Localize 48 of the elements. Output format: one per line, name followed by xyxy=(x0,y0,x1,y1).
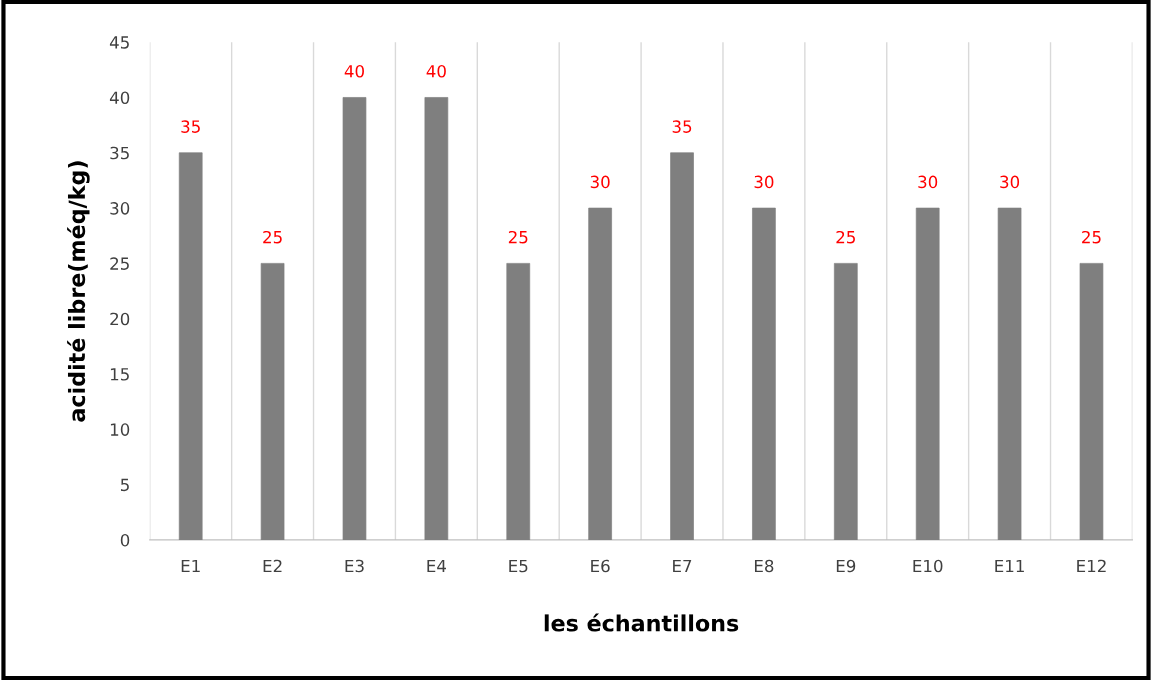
x-tick-label: E4 xyxy=(427,559,446,573)
x-tick-label: E10 xyxy=(913,559,943,573)
y-tick-label: 5 xyxy=(121,478,129,492)
data-label: 25 xyxy=(508,230,528,244)
bar xyxy=(1079,263,1104,540)
y-axis-title: acidité libre(méq/kg) xyxy=(67,161,90,422)
data-label: 30 xyxy=(918,175,938,189)
x-tick-label: E1 xyxy=(181,559,200,573)
bar xyxy=(424,97,449,540)
data-label: 25 xyxy=(263,230,282,244)
x-tick-label: E9 xyxy=(836,559,856,573)
x-tick-label: E2 xyxy=(263,559,282,573)
bar xyxy=(342,97,367,540)
data-label: 40 xyxy=(344,64,364,78)
data-label: 30 xyxy=(590,175,610,189)
y-tick-label: 25 xyxy=(110,257,129,270)
bar xyxy=(670,152,694,540)
x-tick-label: E6 xyxy=(591,559,610,573)
y-tick-label: 20 xyxy=(110,312,130,326)
y-tick-label: 35 xyxy=(110,146,129,160)
y-tick-label: 45 xyxy=(109,36,129,49)
data-label: 35 xyxy=(672,120,692,133)
bar xyxy=(752,207,776,540)
x-tick-label: E7 xyxy=(673,559,692,573)
data-label: 30 xyxy=(1000,175,1020,189)
x-axis-title: les échantillons xyxy=(544,613,739,632)
data-label: 25 xyxy=(1082,230,1101,244)
bar xyxy=(997,207,1022,540)
bar xyxy=(506,263,531,540)
bar xyxy=(915,207,940,540)
data-label: 40 xyxy=(426,64,446,78)
bar xyxy=(178,152,203,540)
x-tick-label: E11 xyxy=(995,559,1024,573)
x-tick-label: E8 xyxy=(754,559,774,573)
x-tick-label: E12 xyxy=(1077,559,1106,573)
x-tick-label: E5 xyxy=(509,559,528,573)
y-tick-label: 10 xyxy=(110,423,130,436)
data-label: 35 xyxy=(181,120,200,133)
y-tick-label: 15 xyxy=(110,368,129,381)
y-tick-label: 0 xyxy=(120,533,130,547)
y-tick-label: 30 xyxy=(110,202,130,215)
bar xyxy=(260,263,285,540)
bar xyxy=(833,263,858,540)
bar xyxy=(588,207,612,540)
y-tick-label: 40 xyxy=(109,91,130,105)
x-tick-label: E3 xyxy=(345,559,364,573)
data-label: 30 xyxy=(754,175,774,189)
data-label: 25 xyxy=(836,230,855,244)
